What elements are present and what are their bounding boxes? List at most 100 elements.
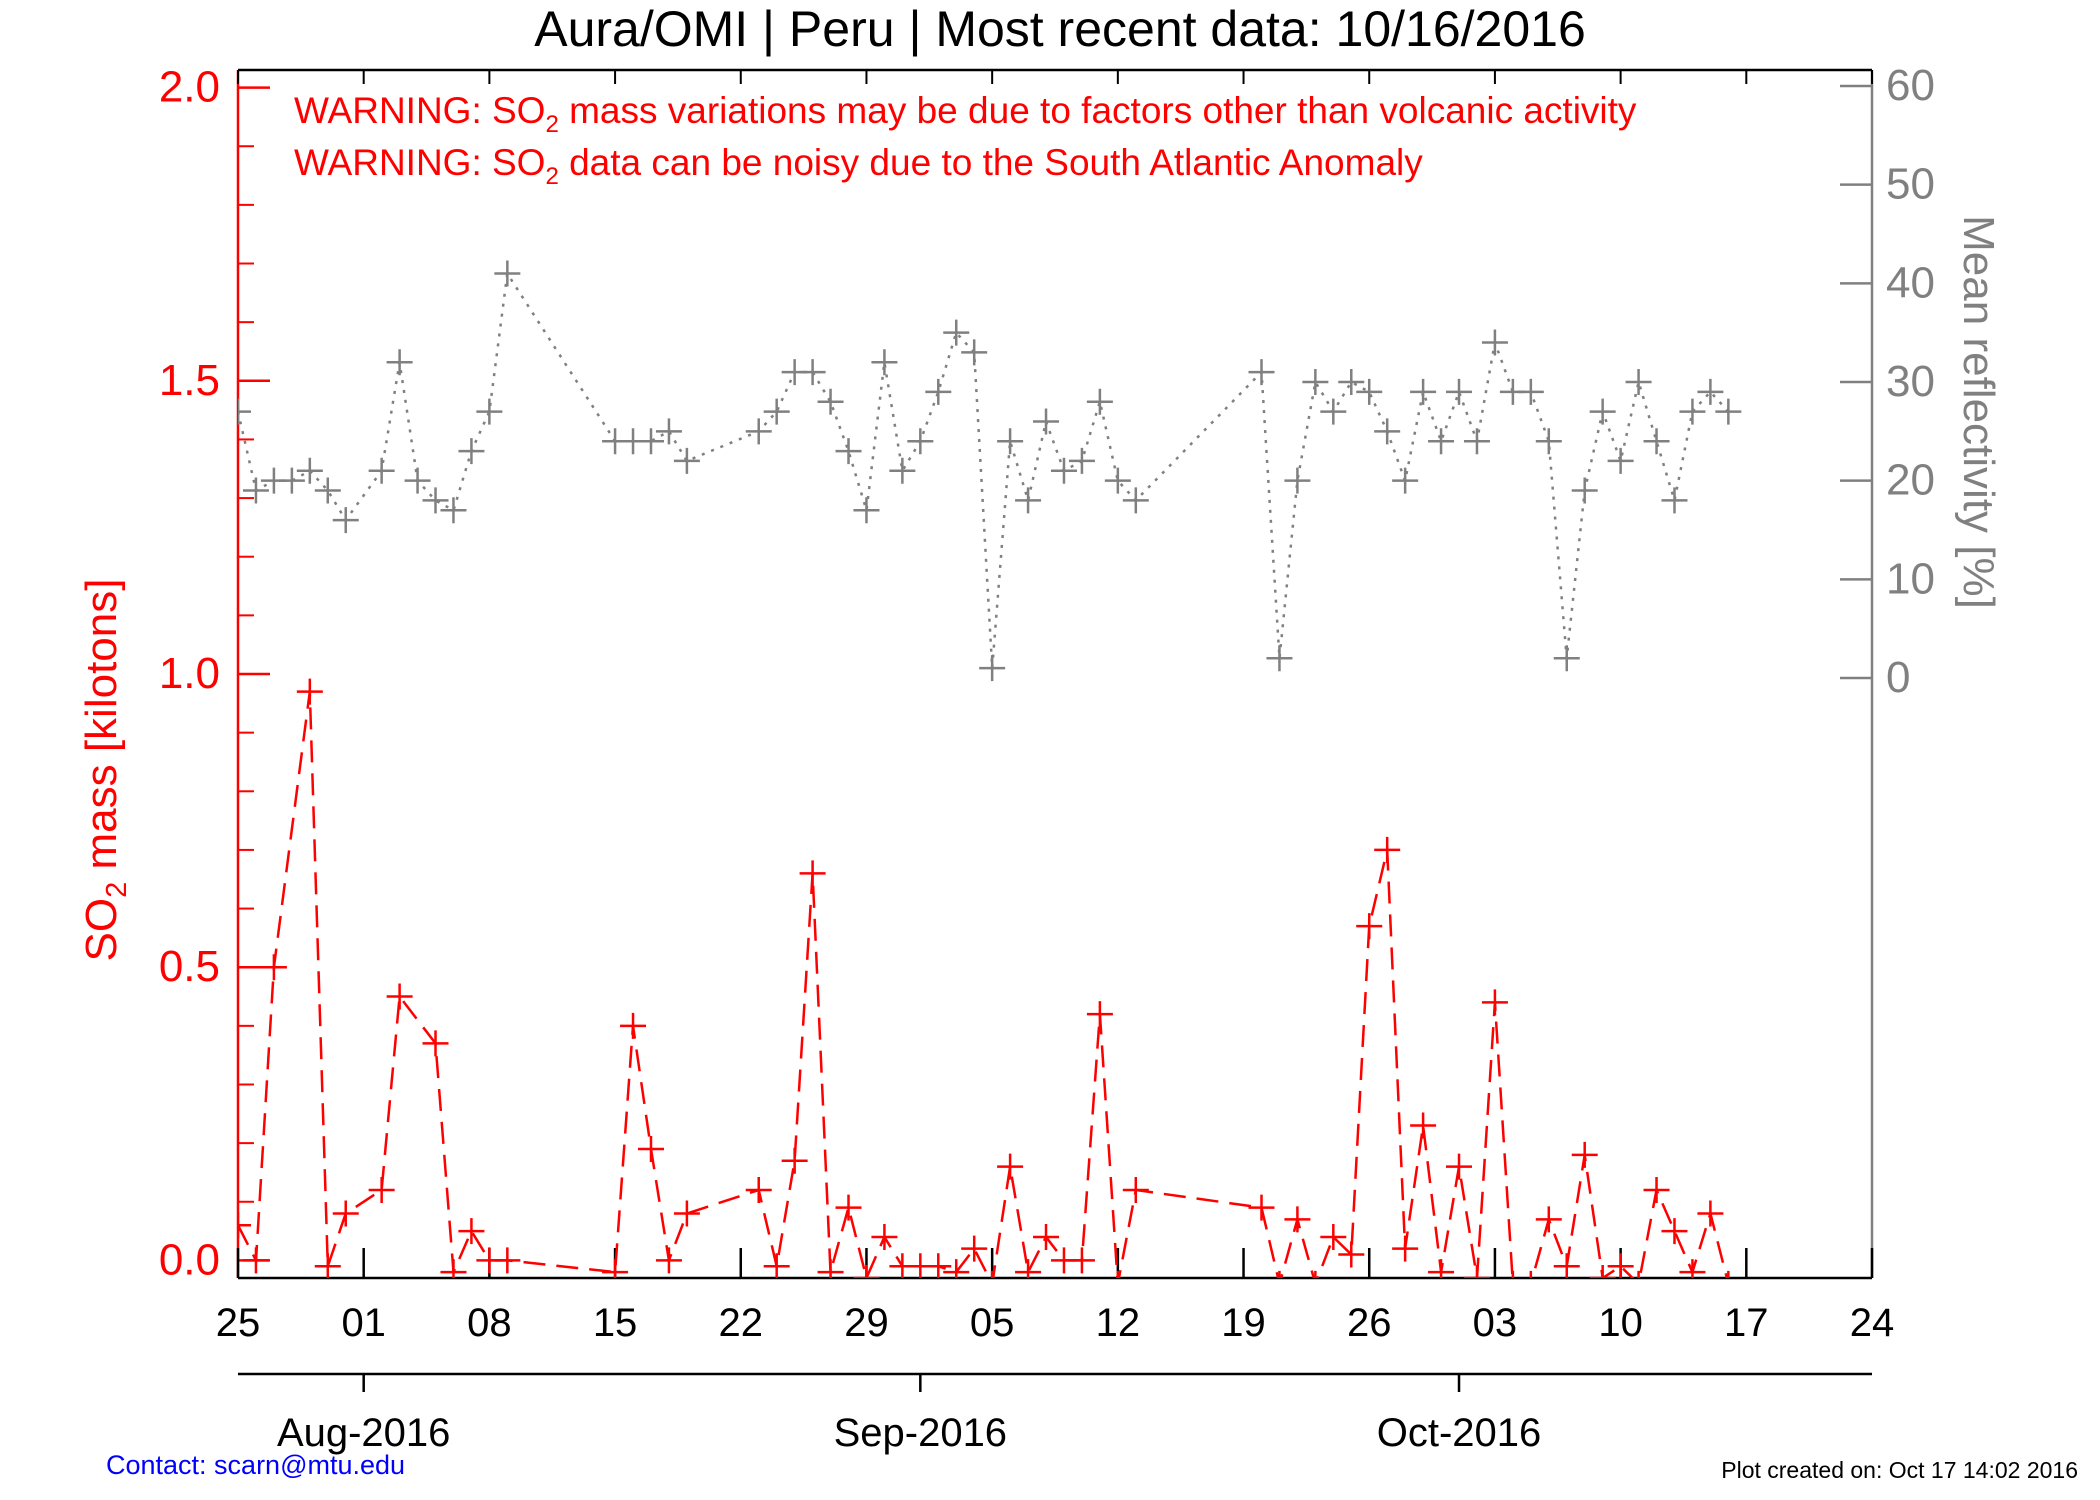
so2-mass-point (296, 678, 323, 705)
reflectivity-point (242, 477, 269, 504)
reflectivity-point (1086, 388, 1113, 415)
reflectivity-point (1463, 428, 1490, 455)
so2-mass-point (1643, 1177, 1670, 1204)
so2-mass-point (1553, 1253, 1580, 1278)
warning-line-1: WARNING: SO2 mass variations may be due … (294, 90, 1637, 138)
reflectivity-point (440, 497, 467, 524)
reflectivity-point (673, 447, 700, 474)
so2-mass-point (1428, 1259, 1455, 1278)
so2-mass-point (943, 1259, 970, 1278)
reflectivity-point (1553, 645, 1580, 672)
reflectivity-point (1266, 645, 1293, 672)
so2-mass-point (871, 1223, 898, 1250)
reflectivity-point (332, 507, 359, 534)
so2-mass-point (1571, 1141, 1598, 1168)
x-tick-label: 03 (1473, 1301, 1518, 1345)
so2-mass-point (1529, 1270, 1533, 1278)
so2-mass-point (1661, 1218, 1688, 1245)
reflectivity-point (961, 339, 988, 366)
reflectivity-point (1033, 408, 1060, 435)
month-label: Oct-2016 (1377, 1411, 1542, 1455)
reflectivity-point (1535, 428, 1562, 455)
so2-mass-point (1314, 1270, 1317, 1278)
y-right-tick-label: 30 (1886, 357, 1935, 406)
reflectivity-point (871, 349, 898, 376)
reflectivity-point (278, 467, 305, 494)
so2-mass-point (458, 1218, 485, 1245)
reflectivity-point (1625, 369, 1652, 395)
reflectivity-point (889, 457, 916, 484)
so2-mass-point (990, 1270, 994, 1278)
so2-mass-point (620, 1012, 647, 1039)
reflectivity-point (1392, 467, 1419, 494)
reflectivity-point (476, 398, 503, 425)
y-right-tick-label: 20 (1886, 456, 1935, 505)
x-tick-label: 17 (1724, 1301, 1769, 1345)
x-tick-label: 15 (593, 1301, 638, 1345)
x-tick-label: 25 (216, 1301, 261, 1345)
reflectivity-point (1643, 428, 1670, 455)
so2-mass-point (1284, 1206, 1311, 1233)
reflectivity-point (1302, 369, 1329, 395)
reflectivity-point (494, 260, 521, 287)
y-right-tick-label: 10 (1886, 554, 1935, 603)
y-left-tick-label: 1.0 (159, 649, 220, 698)
y-right-tick-label: 50 (1886, 160, 1935, 209)
reflectivity-point (907, 428, 934, 455)
so2-mass-point (1697, 1200, 1724, 1227)
so2-mass-point (440, 1259, 467, 1278)
so2-mass-point (422, 1030, 449, 1057)
so2-mass-point (925, 1253, 952, 1278)
reflectivity-point (1697, 378, 1724, 405)
so2-mass-point (238, 1212, 251, 1239)
so2-mass-point (853, 1265, 880, 1278)
so2-mass-point (673, 1200, 700, 1227)
so2-mass-point (494, 1247, 521, 1274)
reflectivity-point (458, 438, 485, 465)
so2-mass-point (835, 1194, 862, 1221)
reflectivity-point (637, 428, 664, 455)
reflectivity-point (1122, 487, 1149, 514)
so2-mass-point (1338, 1241, 1365, 1268)
month-label: Aug-2016 (277, 1411, 450, 1455)
x-tick-label: 10 (1598, 1301, 1643, 1345)
x-tick-label: 12 (1096, 1301, 1141, 1345)
so2-mass-point (242, 1247, 269, 1274)
reflectivity-point (997, 428, 1024, 455)
y-left-tick-label: 2.0 (159, 63, 220, 112)
so2-mass-point (637, 1135, 664, 1162)
y-axis-left-label: SO2 mass [kilotons] (77, 579, 133, 962)
so2-mass-series-line (238, 691, 1729, 1278)
month-label: Sep-2016 (834, 1411, 1007, 1455)
contact-email[interactable]: Contact: scarn@mtu.edu (106, 1450, 405, 1480)
so2-mass-point (1278, 1270, 1281, 1278)
so2-mass-point (1463, 1265, 1490, 1278)
reflectivity-point (745, 418, 772, 445)
so2-mass-point (1086, 1001, 1113, 1028)
reflectivity-point (799, 359, 826, 386)
reflectivity-point (925, 378, 952, 405)
reflectivity-point (1679, 398, 1706, 425)
so2-mass-point (602, 1259, 629, 1278)
x-tick-label: 26 (1347, 1301, 1392, 1345)
reflectivity-point (979, 655, 1006, 682)
y-left-tick-label: 1.5 (159, 356, 220, 405)
x-tick-label: 29 (844, 1301, 889, 1345)
y-right-tick-label: 40 (1886, 258, 1935, 307)
reflectivity-point (943, 319, 970, 346)
so2-mass-point (817, 1259, 844, 1278)
so2-mass-point (1248, 1194, 1275, 1221)
so2-mass-point (260, 954, 287, 981)
x-tick-label: 08 (467, 1301, 512, 1345)
reflectivity-point (1050, 457, 1077, 484)
reflectivity-point (296, 457, 323, 484)
so2-mass-point (961, 1235, 988, 1262)
so2-mass-point (1015, 1259, 1042, 1278)
reflectivity-point (1356, 378, 1383, 405)
y-right-tick-label: 60 (1886, 61, 1935, 110)
reflectivity-point (1589, 398, 1616, 425)
reflectivity-point (835, 438, 862, 465)
reflectivity-point (422, 487, 449, 514)
plot-created-timestamp: Plot created on: Oct 17 14:02 2016 (1721, 1457, 2078, 1483)
